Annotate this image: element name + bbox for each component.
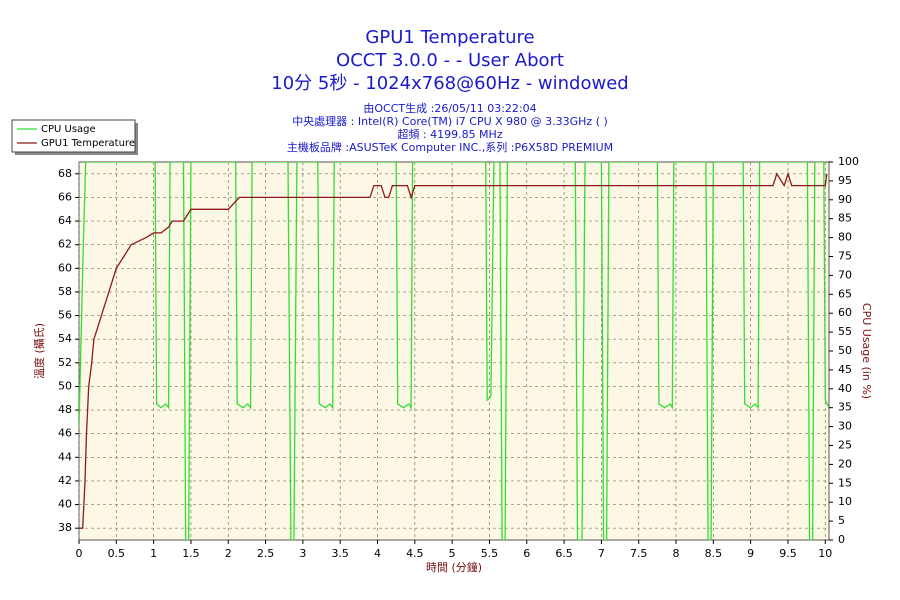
x-tick-label: 0.5 — [108, 547, 126, 560]
y2-tick-label: 5 — [838, 514, 845, 527]
y-tick-label: 60 — [58, 261, 72, 274]
y2-tick-label: 45 — [838, 363, 852, 376]
y2-tick-label: 50 — [838, 344, 852, 357]
x-tick-label: 9.5 — [779, 547, 797, 560]
y2-tick-label: 100 — [838, 155, 859, 168]
y2-tick-label: 65 — [838, 287, 852, 300]
y2-axis-label: CPU Usage (in %) — [860, 303, 873, 399]
info: 由OCCT生成 :26/05/11 03:22:04 — [363, 101, 536, 115]
y-tick-label: 64 — [58, 214, 72, 227]
y-tick-label: 50 — [58, 379, 72, 392]
y2-tick-label: 10 — [838, 495, 852, 508]
legend-label: CPU Usage — [41, 124, 96, 135]
x-tick-label: 3 — [299, 547, 306, 560]
y-tick-label: 52 — [58, 356, 72, 369]
chart-title: GPU1 Temperature — [365, 27, 534, 48]
x-tick-label: 5.5 — [481, 547, 499, 560]
y2-tick-label: 20 — [838, 457, 852, 470]
y2-tick-label: 55 — [838, 325, 852, 338]
y-tick-label: 40 — [58, 498, 72, 511]
y-tick-label: 58 — [58, 285, 72, 298]
x-tick-label: 4 — [374, 547, 381, 560]
x-tick-label: 7.5 — [630, 547, 648, 560]
y2-tick-label: 60 — [838, 306, 852, 319]
x-tick-label: 2 — [225, 547, 232, 560]
subtitle: 10分 5秒 - 1024x768@60Hz - windowed — [271, 73, 628, 94]
y2-tick-label: 75 — [838, 250, 852, 263]
y-tick-label: 42 — [58, 474, 72, 487]
y2-tick-label: 25 — [838, 439, 852, 452]
y2-tick-label: 95 — [838, 174, 852, 187]
x-tick-label: 6.5 — [555, 547, 573, 560]
y2-tick-label: 80 — [838, 231, 852, 244]
y-tick-label: 62 — [58, 238, 72, 251]
x-tick-label: 4.5 — [406, 547, 424, 560]
y2-tick-label: 90 — [838, 193, 852, 206]
y2-tick-label: 35 — [838, 401, 852, 414]
info: 超頻 : 4199.85 MHz — [397, 127, 502, 141]
y2-tick-label: 15 — [838, 476, 852, 489]
y2-tick-label: 30 — [838, 420, 852, 433]
info: 主機板品牌 :ASUSTeK Computer INC.,系列 :P6X58D … — [287, 140, 613, 154]
x-tick-label: 7 — [598, 547, 605, 560]
series-line — [79, 162, 829, 540]
subtitle: OCCT 3.0.0 - - User Abort — [336, 50, 564, 71]
y-tick-label: 56 — [58, 309, 72, 322]
y-tick-label: 48 — [58, 403, 72, 416]
x-tick-label: 6 — [523, 547, 530, 560]
y2-tick-label: 40 — [838, 382, 852, 395]
y2-tick-label: 0 — [838, 533, 845, 546]
y-tick-label: 68 — [58, 167, 72, 180]
x-tick-label: 10 — [818, 547, 832, 560]
y-tick-label: 38 — [58, 521, 72, 534]
x-tick-label: 0 — [76, 547, 83, 560]
x-tick-label: 5 — [449, 547, 456, 560]
x-tick-label: 3.5 — [331, 547, 349, 560]
series-line — [79, 171, 828, 529]
y-tick-label: 66 — [58, 190, 72, 203]
x-tick-label: 8 — [673, 547, 680, 560]
x-axis-label: 時間 (分鐘) — [426, 560, 482, 574]
y2-tick-label: 85 — [838, 212, 852, 225]
legend — [11, 119, 136, 153]
x-tick-label: 1.5 — [182, 547, 200, 560]
plot-area — [78, 161, 830, 541]
x-tick-label: 9 — [747, 547, 754, 560]
legend-label: GPU1 Temperature — [41, 138, 135, 149]
y2-tick-label: 70 — [838, 268, 852, 281]
y-axis-label: 溫度 (攝氏) — [32, 323, 46, 379]
x-tick-label: 2.5 — [257, 547, 275, 560]
info: 中央處理器 : Intel(R) Core(TM) i7 CPU X 980 @… — [292, 114, 608, 128]
x-tick-label: 1 — [150, 547, 157, 560]
y-tick-label: 46 — [58, 427, 72, 440]
y-tick-label: 44 — [58, 450, 72, 463]
x-tick-label: 8.5 — [705, 547, 723, 560]
y-tick-label: 54 — [58, 332, 72, 345]
